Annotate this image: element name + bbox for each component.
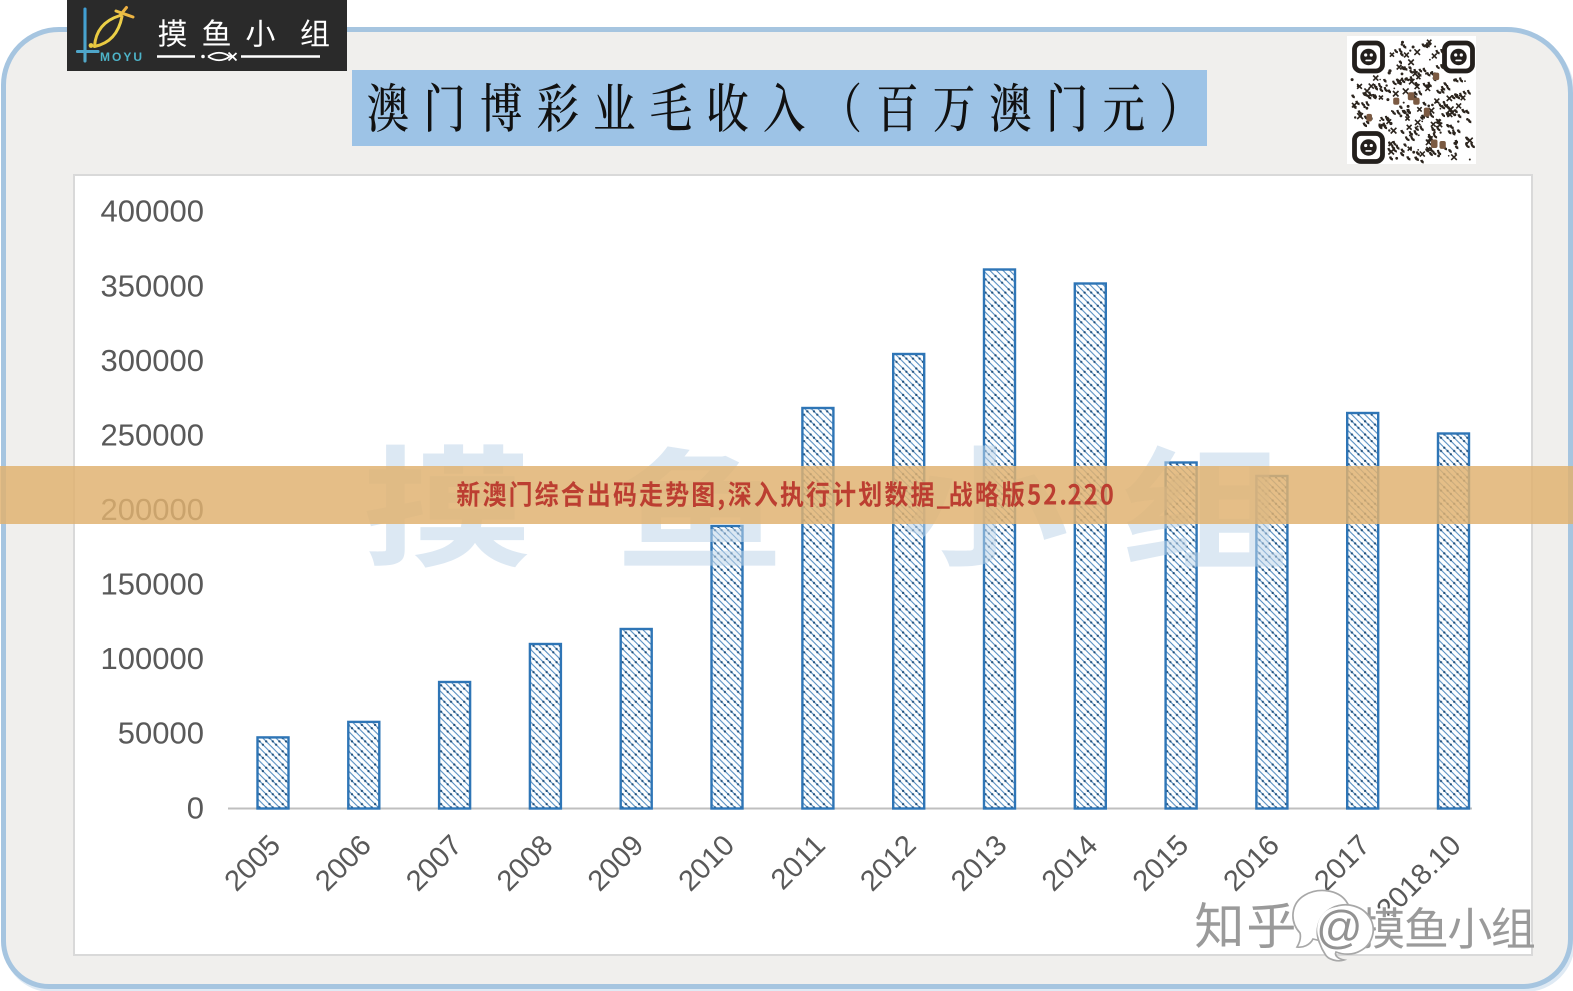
- svg-text:300000: 300000: [101, 343, 204, 378]
- svg-text:MOYU: MOYU: [100, 50, 144, 64]
- svg-text:0: 0: [187, 790, 204, 825]
- svg-text:50000: 50000: [118, 716, 204, 751]
- svg-text:400000: 400000: [101, 194, 204, 229]
- svg-text:250000: 250000: [101, 417, 204, 452]
- svg-text:150000: 150000: [101, 567, 204, 602]
- svg-text:@: @: [1314, 899, 1361, 951]
- svg-text:@: @: [1316, 901, 1363, 953]
- svg-text:100000: 100000: [101, 641, 204, 676]
- svg-text:350000: 350000: [101, 268, 204, 303]
